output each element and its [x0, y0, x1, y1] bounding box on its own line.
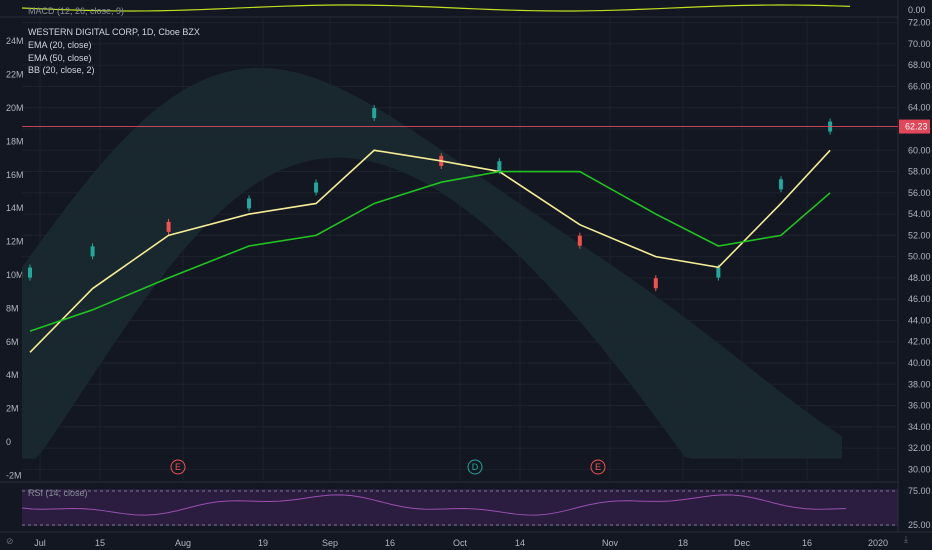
volume-axis-label: 16M	[6, 170, 24, 180]
event-marker	[467, 459, 483, 475]
last-price-box	[899, 119, 930, 134]
volume-axis-label: 18M	[6, 136, 24, 146]
event-marker-label: D	[472, 462, 479, 472]
candle-body	[653, 278, 658, 289]
price-axis-label: 30.00	[908, 464, 931, 474]
time-axis-label: Oct	[453, 538, 468, 548]
event-marker-label: E	[175, 462, 181, 472]
time-axis-label: Nov	[602, 538, 619, 548]
candle-body	[90, 246, 95, 257]
event-marker	[590, 459, 606, 475]
volume-axis-label: 8M	[6, 303, 19, 313]
time-axis-label: 2020	[868, 538, 888, 548]
macd-axis-label: 0.00	[908, 5, 926, 15]
volume-axis-label: 0	[6, 437, 11, 447]
volume-axis-label: 20M	[6, 103, 24, 113]
time-axis-label: 18	[678, 538, 688, 548]
price-axis-label: 44.00	[908, 315, 931, 325]
candle-body	[497, 161, 502, 172]
volume-axis-label: -2M	[6, 470, 22, 480]
event-marker-label: E	[595, 462, 601, 472]
price-axis-label: 40.00	[908, 358, 931, 368]
price-axis-label: 46.00	[908, 294, 931, 304]
macd-legend[interactable]: MACD (12, 26, close, 9)	[28, 6, 125, 16]
volume-axis-label: 12M	[6, 237, 24, 247]
rsi-line	[21, 494, 847, 516]
price-axis-label: 72.00	[908, 18, 931, 28]
candle-body	[166, 221, 171, 232]
last-price-label: 62.23	[905, 122, 928, 132]
time-axis-label: Sep	[322, 538, 338, 548]
time-axis-label: 16	[802, 538, 812, 548]
volume-axis-label: 2M	[6, 404, 19, 414]
price-axis-label: 70.00	[908, 39, 931, 49]
price-axis-label: 56.00	[908, 188, 931, 198]
rsi-axis-label-upper: 75.00	[908, 486, 931, 496]
volume-axis-label: 10M	[6, 270, 24, 280]
ema50-line	[29, 170, 831, 332]
candle-body	[716, 267, 721, 278]
rsi-legend[interactable]: RSI (14, close)	[28, 488, 88, 498]
bollinger-fill	[22, 67, 842, 459]
price-axis-label: 36.00	[908, 401, 931, 411]
event-marker	[170, 459, 186, 475]
price-axis-label: 60.00	[908, 145, 931, 155]
price-axis-label: 54.00	[908, 209, 931, 219]
price-axis-label: 32.00	[908, 443, 931, 453]
macd-line	[21, 4, 851, 12]
time-axis-label: 15	[95, 538, 105, 548]
volume-axis-label: 24M	[6, 36, 24, 46]
ema20-line	[29, 149, 831, 353]
price-axis-label: 64.00	[908, 103, 931, 113]
time-axis-label: 14	[515, 538, 525, 548]
time-axis-label: Jul	[34, 538, 46, 548]
candle-body	[372, 108, 377, 119]
price-axis-label: 68.00	[908, 60, 931, 70]
go-to-realtime-icon[interactable]: ⤓	[904, 534, 908, 544]
bb-legend[interactable]: BB (20, close, 2)	[28, 65, 95, 75]
candle-body	[247, 198, 252, 209]
volume-axis-label: 4M	[6, 370, 19, 380]
tradingview-logo-icon[interactable]: ⊘	[6, 536, 14, 546]
time-axis-label: Aug	[175, 538, 191, 548]
volume-axis-label: 6M	[6, 337, 19, 347]
rsi-band	[22, 489, 898, 526]
price-axis-label: 58.00	[908, 167, 931, 177]
volume-axis-label: 22M	[6, 70, 24, 80]
ema20-legend[interactable]: EMA (20, close)	[28, 40, 92, 50]
symbol-title[interactable]: WESTERN DIGITAL CORP, 1D, Cboe BZX	[28, 27, 200, 37]
price-axis-label: 42.00	[908, 337, 931, 347]
candle-body	[577, 235, 582, 246]
price-axis-label: 52.00	[908, 230, 931, 240]
price-axis-label: 50.00	[908, 252, 931, 262]
rsi-axis-label-lower: 25.00	[908, 520, 931, 530]
time-axis-label: 16	[385, 538, 395, 548]
ema50-legend[interactable]: EMA (50, close)	[28, 53, 92, 63]
volume-axis-label: 14M	[6, 203, 24, 213]
candle-body	[28, 267, 32, 278]
price-axis-label: 38.00	[908, 379, 931, 389]
candle-body	[314, 182, 319, 193]
time-axis-label: 19	[258, 538, 268, 548]
price-axis-label: 34.00	[908, 422, 931, 432]
time-axis-label: Dec	[734, 538, 751, 548]
candle-body	[778, 179, 783, 190]
price-axis-label: 48.00	[908, 273, 931, 283]
price-axis-label: 66.00	[908, 81, 931, 91]
